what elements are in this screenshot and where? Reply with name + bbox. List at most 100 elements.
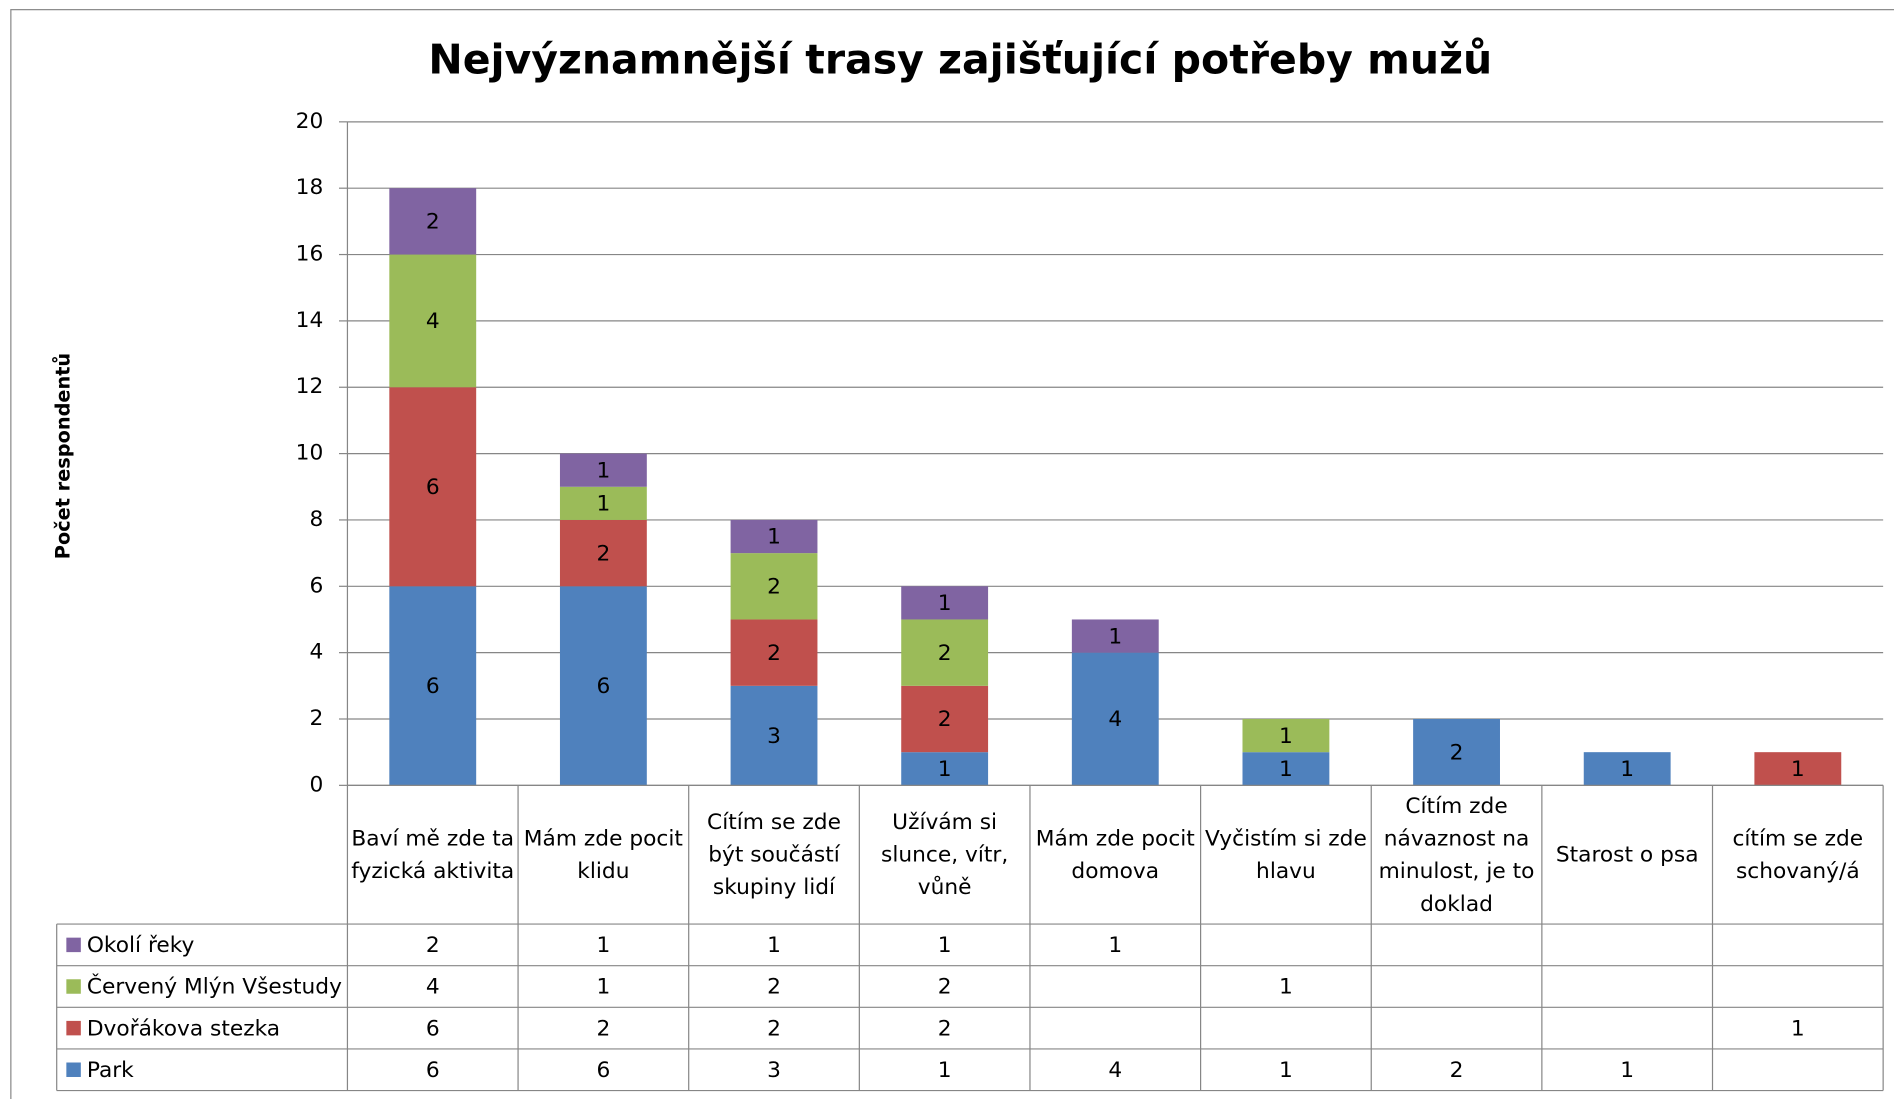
data-label: 1 [596, 458, 610, 483]
bar-segment [389, 387, 477, 587]
y-tick-label: 16 [296, 242, 324, 267]
y-tick-label: 14 [296, 308, 324, 333]
bar-segment [389, 188, 477, 255]
bar-segment [730, 519, 818, 554]
legend-swatch [66, 1062, 81, 1077]
table-cell: 1 [1791, 1016, 1805, 1041]
x-tick-label: Mám zde pocit klidu [523, 825, 683, 884]
table-cell: 6 [426, 1058, 440, 1083]
table-cell: 1 [938, 933, 952, 958]
x-tick-label: Baví mě zde ta fyzická aktivita [351, 825, 515, 884]
data-label: 4 [1108, 707, 1122, 732]
bar-segment [559, 486, 647, 520]
x-tick-label: Vyčistím si zde hlavu [1205, 825, 1367, 884]
data-label: 6 [596, 674, 610, 699]
bar-segment [559, 519, 647, 587]
data-label: 2 [767, 641, 781, 666]
legend-swatch [66, 979, 81, 994]
table-cell: 4 [426, 975, 440, 1000]
x-tick-label-box: Cítím zde návaznost na minulost, je to d… [1378, 793, 1535, 917]
data-label: 1 [596, 492, 610, 517]
table-cell: 1 [596, 975, 610, 1000]
data-label: 3 [767, 724, 781, 749]
bar-segment [901, 685, 989, 753]
data-label: 2 [596, 541, 610, 566]
bar-segment [901, 619, 989, 686]
table-cell: 1 [596, 933, 610, 958]
legend-label: Park [87, 1058, 134, 1083]
chart-title: Nejvýznamnější trasy zajišťující potřeby… [428, 36, 1492, 84]
table-cell: 4 [1108, 1058, 1122, 1083]
data-label: 2 [938, 641, 952, 666]
table-cell: 2 [938, 1016, 952, 1041]
x-tick-label-box: Mám zde pocit klidu [523, 825, 683, 884]
y-tick-label: 10 [296, 441, 324, 466]
data-label: 2 [938, 707, 952, 732]
y-tick-label: 12 [296, 374, 324, 399]
table-cell: 2 [767, 1016, 781, 1041]
y-tick-label: 18 [296, 175, 324, 200]
x-tick-label-box: Užívám si slunce, vítr, vůně [881, 809, 1009, 900]
bar-segment [389, 586, 477, 786]
legend-swatch [66, 1020, 81, 1036]
bar-segment [730, 685, 818, 786]
chart-frame [10, 9, 1894, 1104]
table-cell: 3 [767, 1058, 781, 1083]
x-tick-label-box: Starost o psa [1555, 842, 1699, 868]
table-cell: 2 [1450, 1058, 1464, 1083]
x-tick-label: Cítím zde návaznost na minulost, je to d… [1378, 793, 1535, 917]
x-tick-label: Užívám si slunce, vítr, vůně [881, 809, 1009, 900]
bar-segment [1242, 718, 1330, 753]
bar-segment [559, 453, 647, 487]
data-label: 1 [938, 757, 952, 782]
bar-segment [730, 553, 818, 620]
table-cell: 1 [1279, 1058, 1293, 1083]
y-tick-label: 6 [309, 573, 323, 598]
data-label: 1 [767, 525, 781, 550]
x-tick-label: cítím se zde schovaný/á [1732, 825, 1864, 884]
table-cell: 2 [767, 975, 781, 1000]
data-label: 1 [1620, 757, 1634, 782]
x-tick-label: Mám zde pocit domova [1035, 825, 1195, 884]
data-label: 2 [1450, 740, 1464, 765]
table-cell: 2 [938, 975, 952, 1000]
data-label: 6 [426, 674, 440, 699]
table-cell: 1 [1108, 933, 1122, 958]
table-cell: 2 [596, 1016, 610, 1041]
bar-segment [901, 752, 989, 786]
data-label: 4 [426, 309, 440, 334]
y-tick-label: 2 [309, 706, 323, 731]
legend-label: Okolí řeky [87, 933, 195, 958]
bar-segment [1583, 752, 1671, 786]
x-tick-label: Cítím se zde být součástí skupiny lidí [707, 809, 841, 900]
table-cell: 1 [767, 933, 781, 958]
bar-segment [559, 586, 647, 786]
data-label: 2 [767, 575, 781, 600]
y-tick-label: 8 [309, 507, 323, 532]
data-label: 1 [1279, 757, 1293, 782]
table-cell: 2 [426, 933, 440, 958]
bar-segment [1754, 752, 1842, 786]
data-label: 1 [1791, 757, 1805, 782]
bar-segment [901, 586, 989, 620]
bar-segment [1242, 752, 1330, 786]
bar-segment [730, 619, 818, 686]
data-label: 6 [426, 475, 440, 500]
x-tick-label: Starost o psa [1555, 842, 1699, 868]
x-tick-label-box: cítím se zde schovaný/á [1732, 825, 1864, 884]
legend-label: Červený Mlýn Všestudy [87, 974, 342, 1000]
y-tick-label: 0 [309, 772, 323, 797]
bar-segment [1413, 718, 1500, 786]
table-cell: 1 [1620, 1058, 1634, 1083]
table-cell: 1 [1279, 975, 1293, 1000]
y-axis-label: Počet respondentů [51, 353, 74, 559]
bar-segment [1071, 652, 1159, 786]
bar-segment [1071, 619, 1159, 653]
data-label: 1 [1108, 624, 1122, 649]
y-tick-label: 20 [296, 109, 324, 134]
x-tick-label-box: Vyčistím si zde hlavu [1205, 825, 1367, 884]
bar-segment [389, 254, 477, 388]
data-label: 1 [1279, 724, 1293, 749]
